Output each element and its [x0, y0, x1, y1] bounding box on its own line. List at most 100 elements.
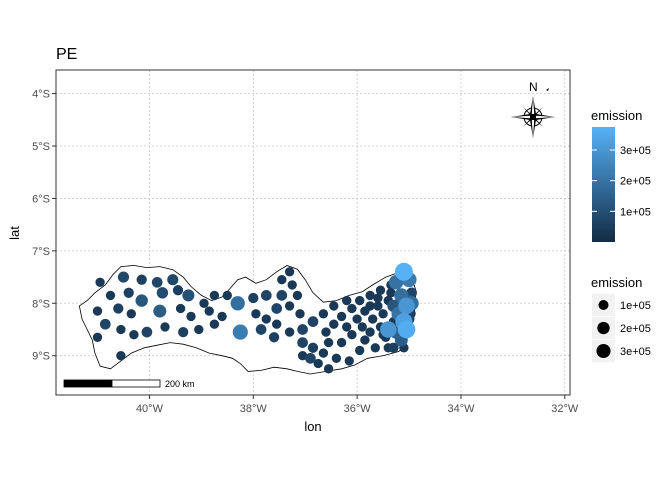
emission-point [305, 352, 316, 364]
emission-point [151, 276, 163, 288]
emission-point [313, 358, 323, 369]
emission-point [297, 351, 308, 361]
emission-point [194, 324, 204, 335]
size-legend-point [596, 343, 611, 359]
emission-point [160, 322, 170, 332]
emission-point [397, 320, 416, 339]
emission-point [276, 290, 288, 301]
emission-point [355, 295, 365, 306]
emission-point [135, 294, 148, 307]
scale-bar-label: 200 km [165, 379, 195, 389]
emission-point [284, 327, 295, 337]
emission-point [178, 326, 189, 338]
emission-point [352, 314, 362, 324]
y-tick-label: 4°S [32, 89, 50, 101]
emission-point [92, 332, 103, 342]
size-legend-label: 3e+05 [620, 346, 651, 358]
x-tick-label: 38°W [240, 403, 268, 415]
emission-point [394, 262, 413, 281]
emission-point [347, 303, 357, 314]
emission-point [117, 271, 130, 283]
emission-point [186, 311, 196, 322]
emission-point [318, 348, 329, 358]
emission-point [141, 326, 153, 338]
emission-point [292, 290, 303, 301]
emission-point [370, 343, 380, 353]
size-legend-point [597, 321, 610, 335]
emission-point [284, 301, 295, 311]
scale-bar-white-segment [111, 379, 161, 388]
emission-point [217, 311, 227, 322]
emission-point [99, 318, 111, 330]
y-tick-label: 6°S [32, 193, 50, 205]
emission-point [268, 332, 280, 343]
emission-point [209, 290, 220, 301]
emission-point [398, 297, 415, 315]
x-tick-label: 36°W [344, 403, 372, 415]
emission-point [323, 364, 334, 374]
emission-point [95, 277, 105, 287]
emission-point [388, 342, 399, 353]
emission-point [287, 280, 297, 290]
emission-point [167, 274, 179, 286]
emission-point [199, 298, 209, 308]
color-legend: emission 1e+05 2e+05 3e+05 [591, 108, 651, 242]
color-legend-label: 1e+05 [620, 206, 651, 218]
emission-point [297, 337, 308, 348]
color-legend-label: 2e+05 [620, 176, 651, 188]
emission-point [357, 322, 367, 332]
emission-point [123, 287, 134, 298]
emission-point [260, 290, 272, 301]
emission-point [347, 330, 357, 340]
y-axis: 4°S 5°S 6°S 7°S 8°S 9°S [32, 89, 56, 363]
emission-point [105, 290, 116, 301]
emission-point [336, 311, 347, 322]
emission-point [284, 267, 295, 277]
north-arrow: N [511, 80, 555, 138]
emission-point [307, 316, 319, 327]
scale-bar: 200 km [63, 379, 195, 389]
size-legend: emission 1e+05 2e+05 3e+05 [591, 275, 651, 362]
y-tick-label: 7°S [32, 246, 50, 258]
emission-point [116, 351, 126, 361]
emission-point [136, 274, 147, 285]
emission-point [204, 306, 214, 316]
x-tick-label: 32°W [551, 403, 579, 415]
chart-title: PE [56, 46, 77, 63]
emission-point [378, 309, 388, 319]
color-legend-label: 3e+05 [620, 145, 651, 157]
emission-point [355, 345, 365, 356]
emission-point [307, 342, 319, 353]
color-legend-bar [592, 127, 615, 242]
emission-point [172, 285, 184, 296]
emission-point [331, 353, 342, 363]
compass-rose-icon [511, 96, 555, 138]
x-axis-title: lon [304, 419, 321, 434]
panel-border [55, 69, 571, 396]
y-axis-title: lat [7, 226, 22, 240]
emission-point [295, 309, 305, 319]
emission-point [365, 290, 375, 301]
size-legend-point [598, 300, 609, 310]
emission-point [272, 319, 282, 329]
emission-point [329, 319, 339, 329]
emission-point [380, 321, 397, 338]
emission-point [129, 330, 139, 340]
emission-point [113, 303, 124, 314]
size-legend-title: emission [591, 275, 642, 290]
y-tick-label: 9°S [32, 351, 50, 363]
emission-point [297, 324, 308, 335]
size-legend-label: 2e+05 [620, 323, 651, 335]
emission-point [209, 319, 220, 329]
emission-point [248, 292, 259, 304]
emission-point [271, 303, 283, 314]
emission-point [360, 335, 370, 345]
emission-point [232, 324, 248, 340]
emission-point [230, 296, 245, 311]
emission-point [386, 288, 396, 298]
emission-point [375, 285, 386, 295]
emission-point [156, 287, 169, 299]
emission-point [373, 293, 383, 303]
emission-point [255, 324, 267, 335]
emission-point [277, 275, 287, 285]
